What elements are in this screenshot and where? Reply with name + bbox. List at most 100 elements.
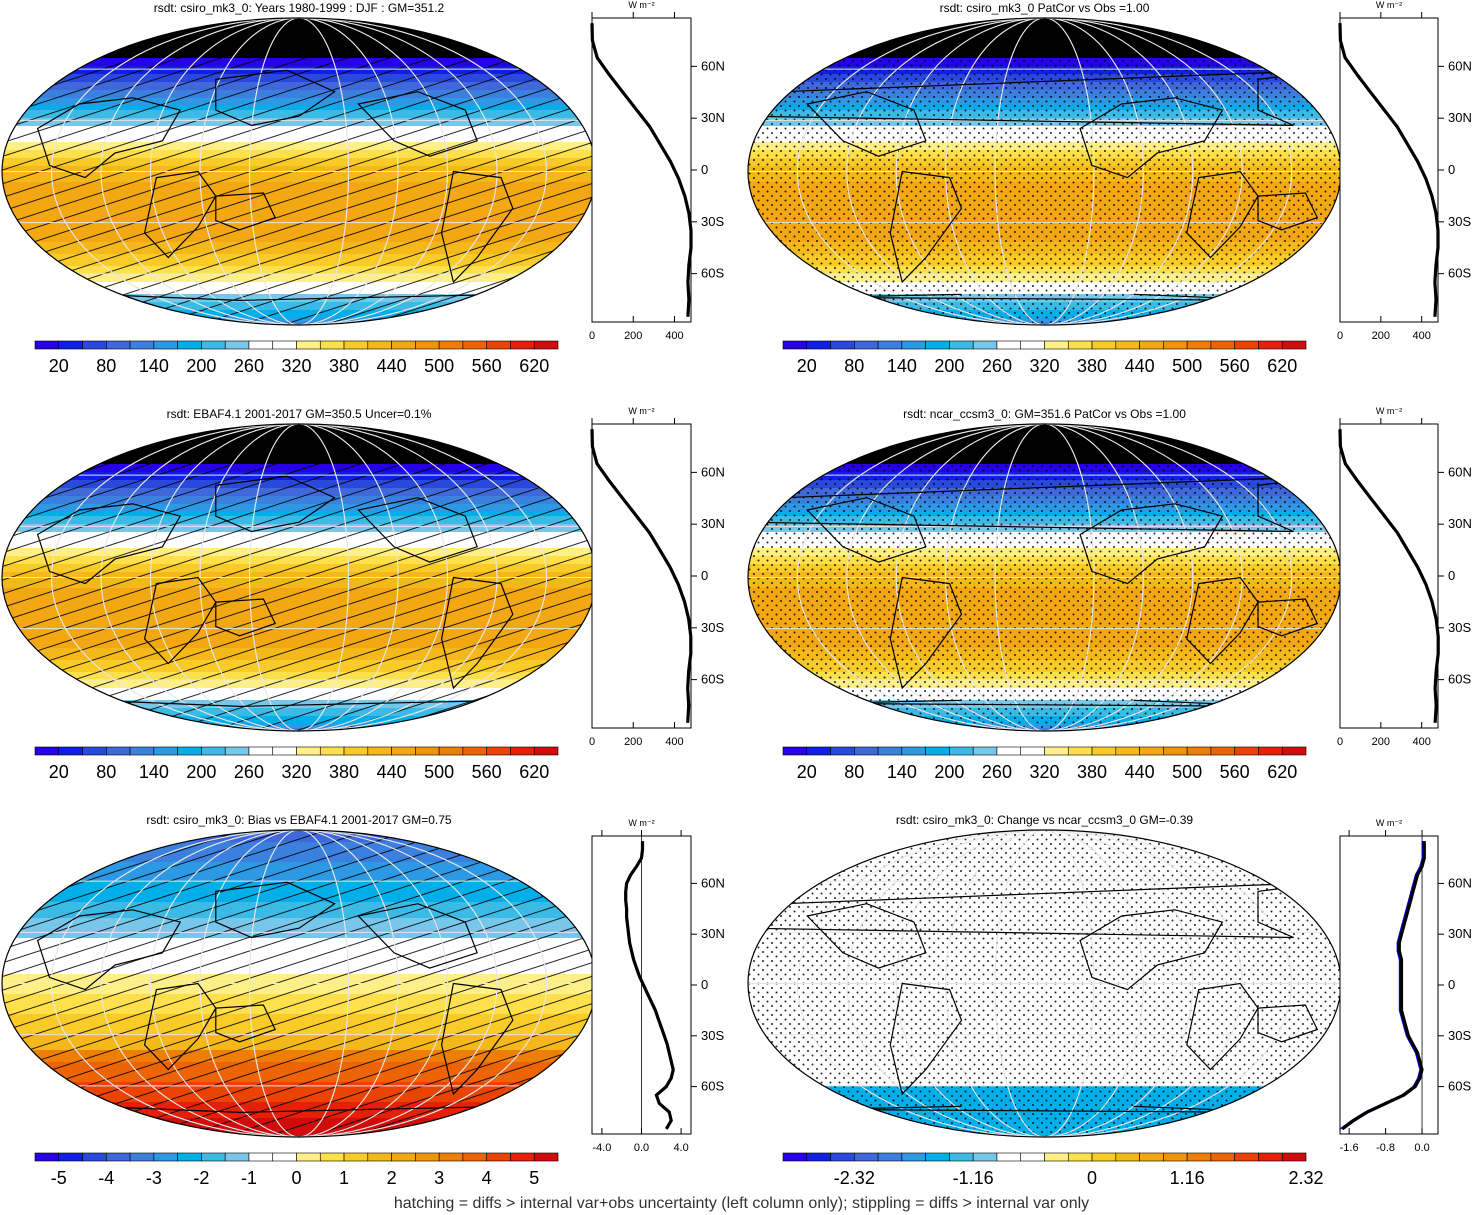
graticule-lon: [945, 18, 1144, 325]
profile-ytick-label: 60S: [701, 1079, 724, 1094]
colorbar-label: 500: [424, 356, 454, 376]
colorbar-box: [1186, 340, 1212, 350]
colorbar-label: 320: [1029, 762, 1059, 782]
colorbar-box: [34, 1152, 60, 1162]
coastline: [440, 576, 514, 690]
coastline: [215, 598, 277, 637]
colorbar-box: [201, 746, 226, 756]
colorbar-box: [996, 340, 1022, 350]
colorbar-box: [901, 340, 926, 350]
profile-ytick-label: 60S: [1448, 1079, 1471, 1094]
profile-xtick-label: 4.0: [673, 1142, 688, 1154]
graticule-lon: [895, 424, 1194, 731]
coastline: [889, 576, 963, 690]
colorbar-box: [925, 1152, 950, 1162]
colorbar-box: [391, 746, 416, 756]
colorbar-box: [949, 746, 974, 756]
colorbar-box: [510, 340, 535, 350]
panel-4: rsdt: ncar_ccsm3_0: GM=351.6 PatCor vs O…: [747, 406, 1472, 782]
colorbar-box: [153, 1152, 178, 1162]
profile-ytick-label: 60S: [1448, 266, 1471, 281]
colorbar-label: -1.16: [953, 1168, 994, 1188]
graticule-lon: [150, 424, 448, 731]
colorbar-box: [925, 340, 950, 350]
colorbar-box: [1020, 1152, 1045, 1162]
coastline: [1257, 1004, 1319, 1043]
profile-ytick-label: 60N: [1448, 464, 1472, 479]
panel-2: rsdt: csiro_mk3_0 PatCor vs Obs =1.00 20 8…: [747, 0, 1472, 376]
colorbar-box: [106, 340, 131, 350]
profile-ytick-label: 0: [1448, 162, 1455, 177]
colorbar-label: 500: [424, 762, 454, 782]
colorbar-box: [462, 746, 487, 756]
colorbar-box: [1186, 746, 1212, 756]
colorbar-label: 320: [281, 356, 311, 376]
profile-ytick-label: 30N: [701, 926, 725, 941]
colorbar-label: 0: [291, 1168, 301, 1188]
colorbar-label: 1.16: [1170, 1168, 1205, 1188]
coastline: [1257, 598, 1319, 637]
colorbar-box: [806, 340, 831, 350]
colorbar-label: 260: [234, 356, 264, 376]
colorbar-box: [34, 746, 60, 756]
colorbar-box: [1139, 340, 1164, 350]
colorbar-label: 440: [1125, 762, 1155, 782]
panel-title: rsdt: csiro_mk3_0: Bias vs EBAF4.1 2001-…: [146, 813, 451, 827]
colorbar-box: [1163, 340, 1188, 350]
colorbar-label: 80: [844, 356, 864, 376]
coastline: [36, 909, 182, 991]
profile-xtick-label: 0: [589, 330, 595, 342]
colorbar-box: [1234, 1152, 1259, 1162]
profile-unit: W m⁻²: [1376, 0, 1402, 10]
colorbar-box: [806, 746, 831, 756]
colorbar-box: [296, 746, 321, 756]
profile-xtick-label: 400: [1412, 736, 1430, 748]
graticule-lon: [796, 424, 1293, 731]
profile-curve: [590, 23, 693, 317]
panel-1: rsdt: csiro_mk3_0: Years 1980-1999 : DJF…: [1, 0, 725, 376]
profile-ytick-label: 60N: [1448, 875, 1472, 890]
coastline: [1186, 982, 1259, 1071]
colorbar-box: [1139, 1152, 1164, 1162]
colorbar-box: [1139, 746, 1164, 756]
colorbar-box: [1234, 340, 1259, 350]
colorbar-box: [1091, 1152, 1117, 1162]
profile-xtick-label: 0: [589, 736, 595, 748]
colorbar-box: [1115, 746, 1140, 756]
colorbar-label: 140: [887, 762, 917, 782]
footer-note: hatching = diffs > internal var+obs unce…: [393, 1195, 1090, 1212]
colorbar-label: 200: [934, 762, 964, 782]
profile-xtick-label: 400: [665, 330, 683, 342]
colorbar-box: [1163, 746, 1188, 756]
coastline: [143, 170, 217, 259]
colorbar-label: 2: [387, 1168, 397, 1188]
colorbar-label: 20: [49, 356, 69, 376]
colorbar-box: [533, 746, 559, 756]
colorbar-label: 500: [1172, 762, 1202, 782]
colorbar-label: 80: [96, 356, 116, 376]
colorbar-box: [925, 746, 950, 756]
graticule-lon: [994, 18, 1095, 325]
colorbar-box: [782, 746, 808, 756]
colorbar-box: [224, 340, 250, 350]
colorbar-box: [58, 340, 83, 350]
colorbar-box: [1210, 340, 1235, 350]
profile-xtick-label: 0: [1337, 736, 1343, 748]
colorbar-box: [877, 746, 903, 756]
profile-ytick-label: 30N: [701, 516, 725, 531]
colorbar-box: [177, 746, 202, 756]
colorbar-box: [153, 746, 178, 756]
graticule-lon: [895, 18, 1194, 325]
profile-ytick-label: 0: [701, 977, 708, 992]
colorbar-box: [1115, 1152, 1140, 1162]
colorbar-box: [901, 1152, 926, 1162]
colorbar-box: [1091, 746, 1117, 756]
colorbar-box: [972, 340, 998, 350]
colorbar-label: 380: [329, 762, 359, 782]
graticule-lon: [199, 424, 399, 731]
colorbar-box: [1115, 340, 1140, 350]
colorbar-label: -5: [51, 1168, 67, 1188]
graticule-lon: [945, 830, 1144, 1137]
profile-curve: [1338, 23, 1440, 317]
colorbar-box: [1258, 746, 1283, 756]
